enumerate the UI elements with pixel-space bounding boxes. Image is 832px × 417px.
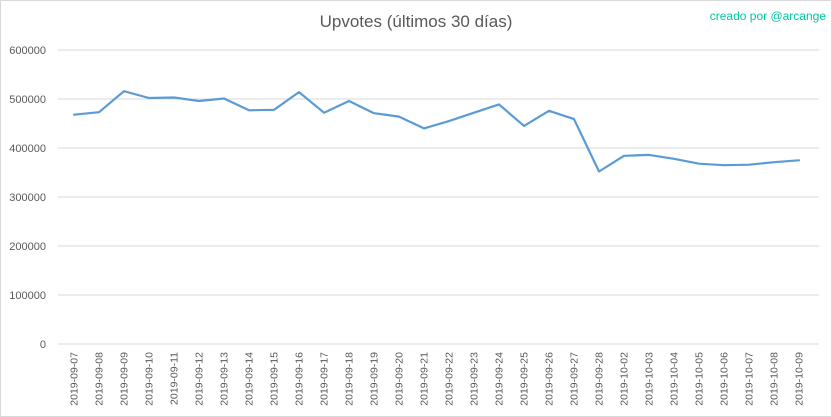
- x-tick-label: 2019-09-12: [194, 352, 206, 406]
- upvotes-series-line: [72, 90, 801, 173]
- x-tick-label: 2019-09-08: [94, 352, 106, 406]
- x-tick-label: 2019-10-02: [619, 352, 631, 406]
- x-tick-label: 2019-09-16: [294, 352, 306, 406]
- y-tick-label: 100000: [9, 290, 46, 302]
- x-tick-label: 2019-09-23: [469, 352, 481, 406]
- x-tick-label: 2019-10-09: [794, 352, 806, 406]
- chart-title: Upvotes (últimos 30 días): [319, 12, 513, 31]
- x-tick-label: 2019-10-06: [719, 352, 731, 406]
- x-tick-label: 2019-10-03: [644, 352, 656, 406]
- y-tick-label: 400000: [9, 143, 46, 155]
- y-tick-label: 300000: [9, 192, 46, 204]
- y-tick-label: 200000: [9, 241, 46, 253]
- x-tick-label: 2019-09-20: [394, 352, 406, 406]
- x-tick-label: 2019-09-18: [344, 352, 356, 406]
- x-tick-label: 2019-09-22: [444, 352, 456, 406]
- x-tick-label: 2019-09-21: [419, 352, 431, 406]
- x-tick-label: 2019-09-24: [494, 352, 506, 406]
- x-tick-label: 2019-09-25: [519, 352, 531, 406]
- y-tick-label: 500000: [9, 94, 46, 106]
- x-tick-label: 2019-09-07: [69, 352, 81, 406]
- x-tick-label: 2019-10-08: [769, 352, 781, 406]
- x-tick-label: 2019-09-19: [369, 352, 381, 406]
- x-tick-label: 2019-09-10: [144, 352, 156, 406]
- x-tick-label: 2019-09-27: [569, 352, 581, 406]
- x-tick-label: 2019-09-15: [269, 352, 281, 406]
- x-tick-label: 2019-10-05: [694, 352, 706, 406]
- x-tick-label: 2019-09-11: [169, 352, 181, 405]
- attribution-text: creado por @arcange: [709, 9, 826, 23]
- x-tick-label: 2019-09-28: [594, 352, 606, 406]
- y-tick-label: 0: [40, 339, 46, 351]
- x-tick-label: 2019-09-13: [219, 352, 231, 406]
- x-tick-label: 2019-10-04: [669, 352, 681, 406]
- x-tick-label: 2019-09-14: [244, 352, 256, 406]
- x-tick-label: 2019-09-17: [319, 352, 331, 406]
- x-tick-label: 2019-09-26: [544, 352, 556, 406]
- x-tick-label: 2019-10-07: [744, 352, 756, 406]
- x-tick-label: 2019-09-09: [119, 352, 131, 406]
- y-tick-label: 600000: [9, 45, 46, 57]
